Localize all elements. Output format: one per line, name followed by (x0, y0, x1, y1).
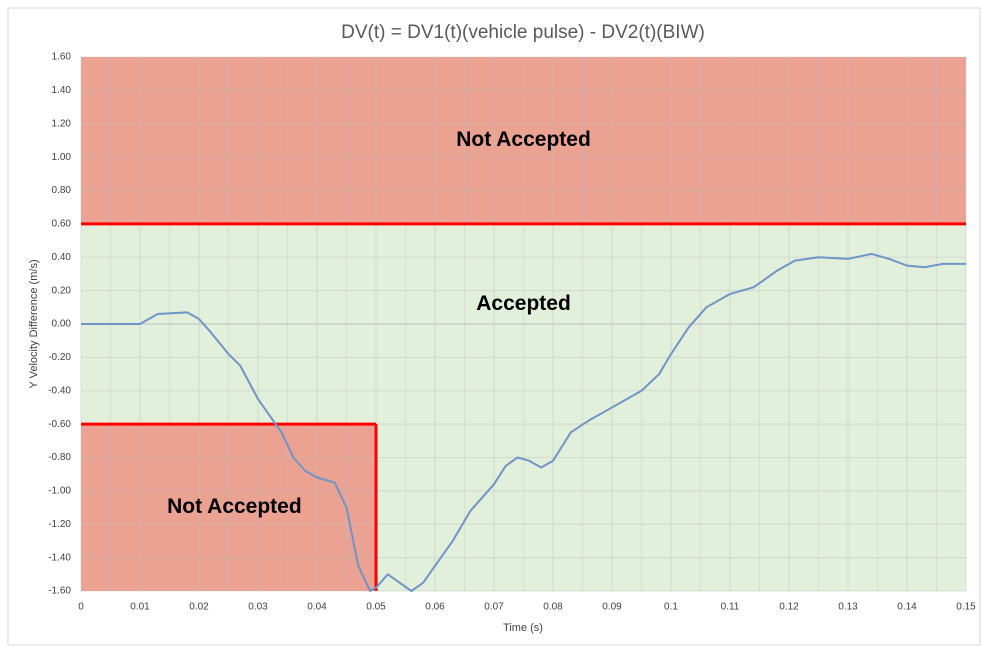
x-tick-label: 0.11 (721, 602, 740, 613)
region (81, 424, 376, 591)
y-tick-label: 0.00 (52, 319, 72, 330)
y-tick-label: 0.60 (52, 219, 72, 230)
x-tick-label: 0.14 (897, 602, 917, 613)
y-tick-label: -0.60 (48, 419, 71, 430)
y-tick-label: -1.00 (48, 486, 71, 497)
x-tick-label: 0.12 (779, 602, 799, 613)
x-tick-label: 0.02 (189, 602, 209, 613)
y-tick-label: -1.60 (48, 586, 71, 597)
x-tick-label: 0.07 (484, 602, 504, 613)
x-tick-label: 0.06 (425, 602, 445, 613)
y-tick-label: 1.40 (52, 85, 72, 96)
x-tick-label: 0.03 (248, 602, 268, 613)
x-tick-label: 0 (78, 602, 84, 613)
x-tick-label: 0.08 (543, 602, 563, 613)
y-axis-label: Y Velocity Difference (m/s) (28, 259, 40, 388)
y-tick-label: 1.20 (52, 118, 72, 129)
y-tick-label: -1.20 (48, 519, 71, 530)
chart-title: DV(t) = DV1(t)(vehicle pulse) - DV2(t)(B… (341, 22, 705, 43)
x-tick-label: 0.05 (366, 602, 386, 613)
y-tick-label: -0.20 (48, 352, 71, 363)
y-tick-label: -1.40 (48, 552, 71, 563)
region-label: Accepted (476, 292, 571, 315)
x-tick-label: 0.13 (838, 602, 858, 613)
x-tick-label: 0.15 (956, 602, 976, 613)
y-tick-label: 1.60 (52, 52, 72, 63)
x-tick-label: 0.01 (130, 602, 150, 613)
y-tick-label: 1.00 (52, 152, 72, 163)
x-axis-label: Time (s) (503, 622, 543, 634)
x-tick-label: 0.04 (307, 602, 327, 613)
y-tick-label: 0.20 (52, 285, 72, 296)
y-tick-label: 0.40 (52, 252, 72, 263)
region-label: Not Accepted (167, 495, 302, 518)
x-tick-label: 0.09 (602, 602, 622, 613)
data-line (81, 252, 966, 592)
y-tick-label: 0.80 (52, 185, 72, 196)
region (81, 57, 966, 224)
y-tick-label: -0.40 (48, 385, 71, 396)
region-label: Not Accepted (456, 128, 591, 151)
y-tick-label: -0.80 (48, 452, 71, 463)
x-tick-label: 0.1 (664, 602, 678, 613)
